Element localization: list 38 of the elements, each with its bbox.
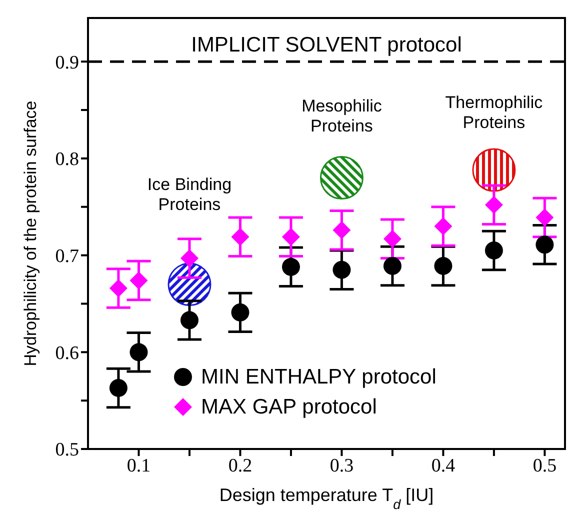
- point: [536, 236, 554, 254]
- point: [130, 271, 148, 290]
- point: [434, 217, 452, 236]
- point: [536, 208, 554, 227]
- x-tick-label: 0.5: [532, 455, 557, 476]
- point: [332, 221, 351, 240]
- x-tick-label: 0.1: [126, 455, 151, 476]
- ref-line-label: IMPLICIT SOLVENT protocol: [191, 34, 462, 57]
- y-tick-label: 0.8: [55, 149, 79, 170]
- point: [231, 228, 250, 246]
- point: [383, 230, 402, 248]
- point: [434, 256, 452, 275]
- point: [484, 196, 503, 214]
- point: [282, 258, 300, 276]
- point: [180, 311, 198, 330]
- point: [180, 249, 198, 268]
- x-tick-label: 0.2: [228, 455, 252, 476]
- y-tick-label: 0.5: [55, 440, 79, 461]
- legend-label: MIN ENTHALPY protocol: [201, 366, 436, 388]
- annotation: Ice Binding Proteins: [147, 175, 232, 214]
- x-axis-title: Design temperature T$_{d}$ [IU]: [219, 485, 434, 512]
- point: [130, 343, 148, 362]
- point: [484, 241, 503, 260]
- y-tick-label: 0.6: [55, 342, 79, 364]
- point: [109, 279, 128, 298]
- point: [332, 260, 351, 279]
- annotation: Thermophilic Proteins: [445, 92, 544, 132]
- y-axis-title: Hydrophilicity of the protein surface: [21, 100, 40, 366]
- y-tick-label: 0.7: [55, 246, 79, 268]
- point: [109, 378, 128, 397]
- y-tick-label: 0.9: [55, 52, 79, 74]
- point: [282, 228, 300, 246]
- legend-label: MAX GAP protocol: [201, 396, 377, 418]
- annotation: Mesophilic Proteins: [302, 96, 382, 136]
- point: [383, 256, 402, 275]
- x-tick-label: 0.3: [330, 455, 354, 476]
- x-tick-label: 0.4: [431, 455, 456, 476]
- point: [231, 303, 250, 322]
